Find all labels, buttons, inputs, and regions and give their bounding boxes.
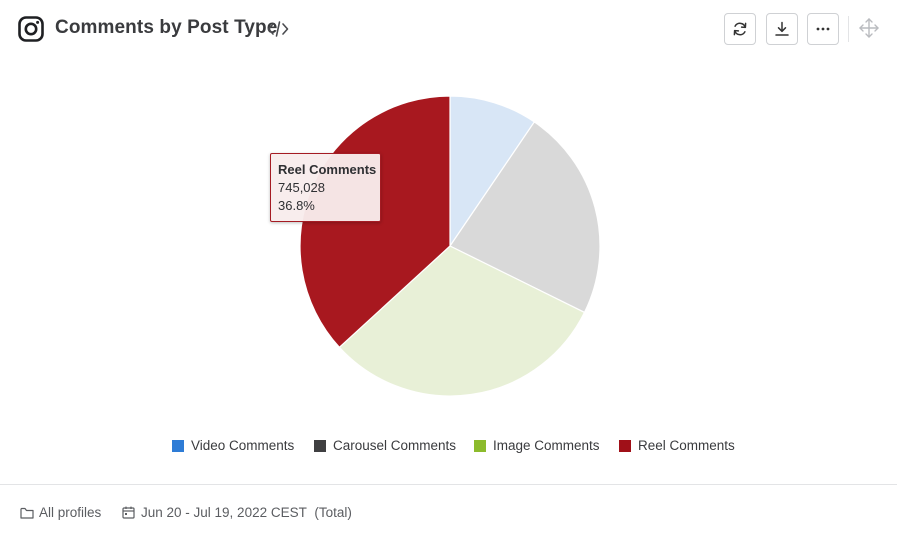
pie-slice-carousel-comments[interactable] — [449, 121, 601, 314]
widget-title: Comments by Post Type — [55, 17, 278, 38]
legend-item-image[interactable]: Image Comments — [474, 438, 600, 453]
legend-item-reel[interactable]: Reel Comments — [619, 438, 735, 453]
date-range[interactable]: Jun 20 - Jul 19, 2022 CEST (Total) — [141, 505, 352, 520]
footer-divider — [0, 484, 897, 485]
tooltip-percent: 36.8% — [278, 198, 315, 213]
legend-swatch — [314, 439, 326, 452]
pie-chart — [299, 95, 601, 397]
legend-item-carousel[interactable]: Carousel Comments — [314, 438, 456, 453]
legend-label: Image Comments — [493, 438, 600, 453]
refresh-icon — [733, 22, 747, 36]
tooltip-value: 745,028 — [278, 180, 325, 195]
toolbar-divider — [848, 16, 849, 42]
refresh-button[interactable] — [724, 13, 756, 45]
date-range-text: Jun 20 - Jul 19, 2022 CEST — [141, 505, 307, 520]
more-options-button[interactable] — [807, 13, 839, 45]
legend-label: Reel Comments — [638, 438, 735, 453]
legend-swatch — [474, 439, 486, 452]
pie-slice-video-comments[interactable] — [449, 95, 535, 247]
legend-label: Carousel Comments — [333, 438, 457, 453]
legend-label: Video Comments — [191, 438, 295, 453]
profiles-filter[interactable]: All profiles — [39, 505, 102, 520]
folder-icon — [20, 507, 34, 519]
download-button[interactable] — [766, 13, 798, 45]
pie-slice-image-comments[interactable] — [338, 245, 586, 397]
more-icon — [816, 27, 830, 31]
tooltip-label: Reel Comments — [278, 162, 377, 177]
download-icon — [775, 21, 789, 36]
widget-header: Comments by Post Type — [0, 0, 897, 58]
calendar-icon — [122, 506, 135, 519]
date-range-total: (Total) — [314, 505, 352, 520]
instagram-icon — [18, 16, 44, 42]
legend-swatch — [619, 439, 631, 452]
chart-tooltip: Reel Comments 745,028 36.8% — [270, 153, 381, 222]
legend-swatch — [172, 439, 184, 452]
chart-legend: Video Comments Carousel Comments Image C… — [0, 438, 897, 456]
code-icon[interactable] — [267, 19, 289, 39]
move-icon[interactable] — [858, 17, 880, 39]
legend-item-video[interactable]: Video Comments — [172, 438, 294, 453]
